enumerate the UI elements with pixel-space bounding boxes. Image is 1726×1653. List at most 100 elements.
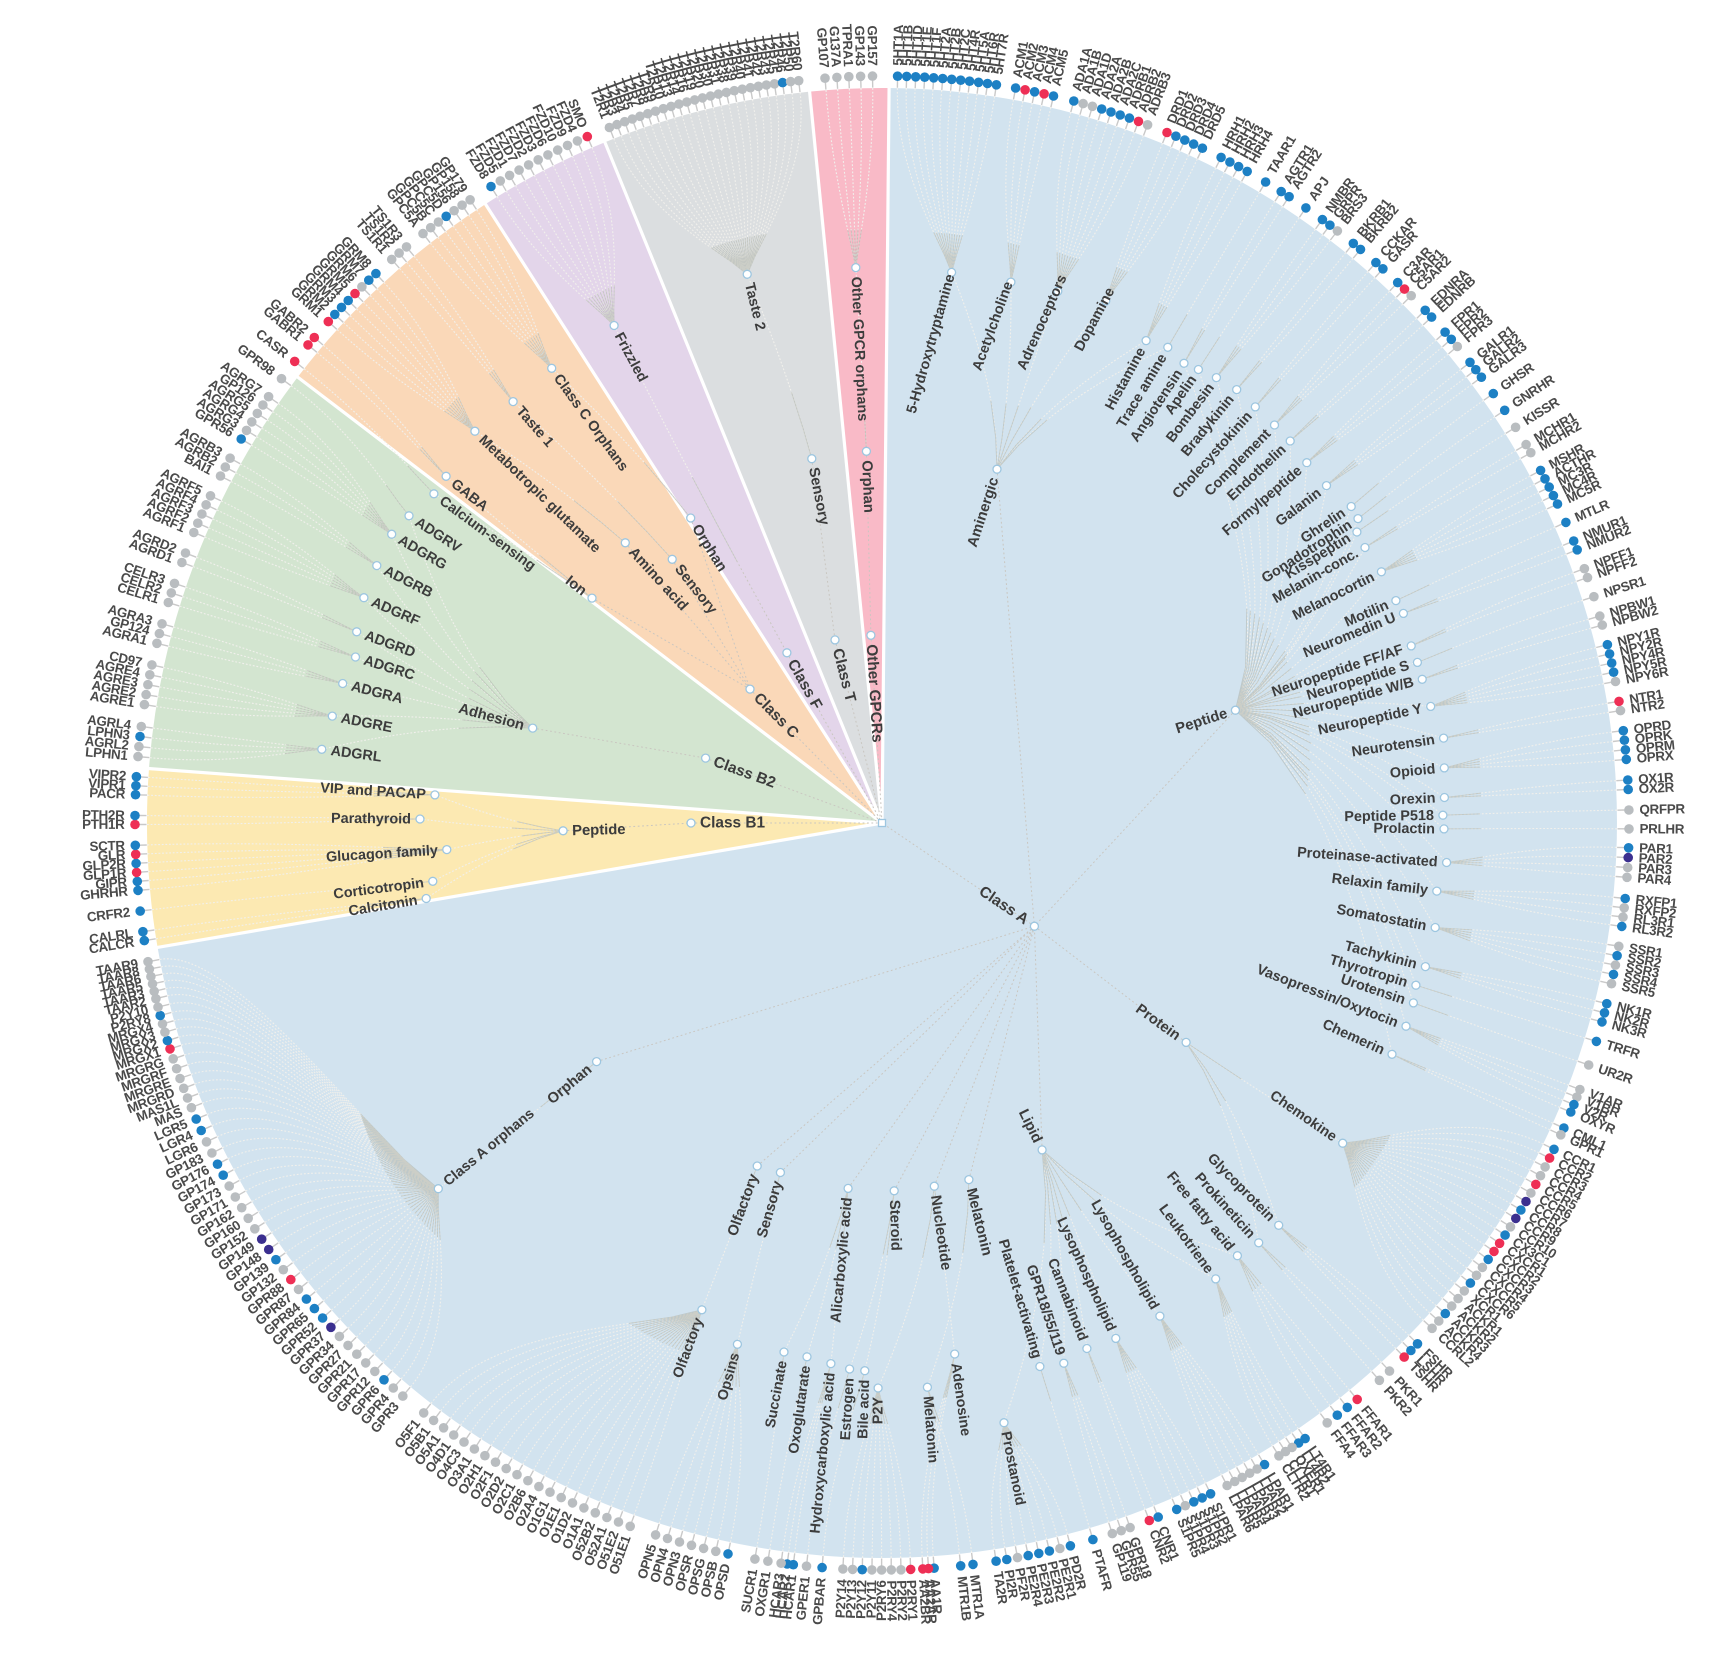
svg-text:OPRM: OPRM	[1635, 737, 1675, 756]
svg-text:P2RY6: P2RY6	[874, 1581, 889, 1621]
svg-text:OXGR1: OXGR1	[752, 1570, 774, 1618]
svg-text:5HT2A: 5HT2A	[936, 26, 954, 69]
svg-text:NTR2: NTR2	[1630, 696, 1666, 716]
svg-text:T2R40: T2R40	[726, 39, 748, 80]
svg-text:Peptide: Peptide	[572, 822, 626, 839]
svg-text:GPBAR: GPBAR	[810, 1577, 829, 1626]
svg-text:P2RY1: P2RY1	[904, 1580, 921, 1622]
svg-text:PAR2: PAR2	[1638, 850, 1672, 867]
svg-text:PI2R: PI2R	[1001, 1569, 1021, 1600]
svg-text:5HT1D: 5HT1D	[909, 24, 926, 66]
svg-text:SSR2: SSR2	[1626, 950, 1662, 971]
svg-text:OPRX: OPRX	[1636, 748, 1674, 766]
svg-text:NTR1: NTR1	[1628, 686, 1665, 706]
svg-text:5HT2C: 5HT2C	[954, 28, 973, 71]
svg-text:5HT1F: 5HT1F	[927, 27, 945, 67]
svg-text:LPHN1: LPHN1	[85, 744, 129, 763]
svg-text:5HT1A: 5HT1A	[890, 24, 906, 66]
svg-text:P2RY4: P2RY4	[884, 1580, 900, 1621]
svg-text:VIP and PACAP: VIP and PACAP	[320, 780, 427, 803]
svg-text:SSR1: SSR1	[1628, 940, 1665, 961]
svg-text:OX1R: OX1R	[1638, 770, 1675, 787]
svg-text:P2Y13: P2Y13	[843, 1580, 860, 1619]
svg-text:OPRK: OPRK	[1634, 727, 1674, 746]
svg-text:T2R46: T2R46	[769, 33, 789, 73]
svg-text:PAR1: PAR1	[1639, 840, 1674, 856]
svg-text:PAR4: PAR4	[1637, 870, 1672, 887]
svg-text:SUCR1: SUCR1	[738, 1567, 760, 1614]
svg-text:CALCR: CALCR	[88, 934, 136, 956]
svg-text:5HT2B: 5HT2B	[945, 27, 964, 70]
svg-text:OPRD: OPRD	[1633, 717, 1673, 737]
svg-text:AGRL4: AGRL4	[86, 712, 132, 733]
svg-text:Opioid: Opioid	[1389, 761, 1436, 781]
svg-text:AA1R: AA1R	[928, 1578, 945, 1615]
svg-text:T2R60: T2R60	[786, 31, 805, 71]
svg-text:SSR4: SSR4	[1622, 969, 1659, 991]
svg-text:G137A: G137A	[827, 26, 845, 68]
svg-text:5HT5A: 5HT5A	[972, 30, 992, 73]
svg-text:CALRL: CALRL	[88, 926, 134, 947]
svg-text:Orphan: Orphan	[858, 460, 876, 513]
svg-text:MTR1B: MTR1B	[955, 1575, 975, 1622]
svg-text:T2R39: T2R39	[717, 41, 739, 82]
svg-text:GPER1: GPER1	[793, 1575, 812, 1621]
svg-text:RL3R2: RL3R2	[1631, 920, 1674, 941]
svg-text:SSR5: SSR5	[1620, 978, 1657, 1000]
svg-text:ADGRL: ADGRL	[330, 743, 383, 766]
svg-text:SCTR: SCTR	[89, 838, 125, 854]
svg-text:HCAR1: HCAR1	[779, 1573, 799, 1620]
svg-text:GP107: GP107	[814, 27, 832, 68]
svg-text:Class B1: Class B1	[700, 815, 765, 832]
svg-text:AGRE1: AGRE1	[89, 688, 136, 710]
svg-text:5HT1E: 5HT1E	[918, 26, 935, 67]
svg-text:PACR: PACR	[89, 785, 126, 801]
svg-text:5HT4R: 5HT4R	[963, 29, 983, 72]
svg-text:PTH2R: PTH2R	[82, 807, 125, 822]
svg-text:P2RY2: P2RY2	[894, 1580, 910, 1621]
svg-text:MTR1A: MTR1A	[967, 1574, 987, 1621]
svg-text:GLP2R: GLP2R	[82, 856, 127, 873]
svg-text:CRFR2: CRFR2	[86, 905, 131, 925]
svg-text:VIPR1: VIPR1	[88, 776, 127, 793]
svg-text:QRFPR: QRFPR	[1639, 801, 1685, 817]
svg-text:5HT6R: 5HT6R	[981, 31, 1002, 74]
svg-text:GIPR: GIPR	[95, 874, 128, 891]
svg-text:CD97: CD97	[108, 648, 143, 670]
svg-text:Other GPCRs: Other GPCRs	[863, 644, 886, 743]
svg-text:ACM1: ACM1	[1010, 39, 1031, 79]
svg-text:TA2R: TA2R	[990, 1570, 1010, 1605]
svg-text:Melatonin: Melatonin	[920, 1396, 941, 1464]
svg-text:PAR3: PAR3	[1638, 860, 1672, 877]
svg-text:5HT1B: 5HT1B	[899, 24, 915, 66]
svg-text:T2R50: T2R50	[777, 32, 797, 72]
svg-text:HCAR2: HCAR2	[773, 1573, 794, 1619]
svg-text:Steroid: Steroid	[886, 1200, 904, 1251]
svg-text:T2R43: T2R43	[752, 35, 773, 76]
svg-text:Estrogen: Estrogen	[838, 1378, 858, 1441]
svg-text:AA2BR: AA2BR	[916, 1579, 933, 1625]
svg-text:TPRA1: TPRA1	[839, 24, 856, 68]
svg-text:GLR: GLR	[98, 847, 127, 863]
svg-text:T2R45: T2R45	[760, 34, 781, 75]
svg-text:Glucagon family: Glucagon family	[326, 843, 439, 866]
svg-text:T2R41: T2R41	[735, 38, 757, 80]
svg-text:Parathyroid: Parathyroid	[331, 811, 411, 828]
svg-text:LPHN3: LPHN3	[87, 723, 131, 743]
svg-text:PRLHR: PRLHR	[1639, 821, 1684, 836]
svg-text:VIPR2: VIPR2	[88, 766, 126, 783]
svg-text:RXFP2: RXFP2	[1634, 901, 1677, 921]
svg-text:GP143: GP143	[852, 25, 868, 66]
svg-text:Prolactin: Prolactin	[1373, 821, 1435, 838]
svg-text:PTH1R: PTH1R	[82, 817, 125, 832]
svg-text:P2Y11: P2Y11	[864, 1579, 880, 1618]
svg-text:HCAR3: HCAR3	[766, 1573, 787, 1619]
svg-text:AA2AR: AA2AR	[922, 1579, 940, 1625]
svg-text:P2Y12: P2Y12	[853, 1580, 869, 1619]
svg-text:GHRHR: GHRHR	[79, 884, 128, 903]
svg-text:GP157: GP157	[865, 25, 880, 65]
svg-text:Peptide P518: Peptide P518	[1344, 808, 1434, 825]
svg-text:ACM3: ACM3	[1029, 44, 1051, 83]
svg-text:P2Y14: P2Y14	[833, 1578, 850, 1618]
svg-text:GLP1R: GLP1R	[83, 865, 128, 883]
